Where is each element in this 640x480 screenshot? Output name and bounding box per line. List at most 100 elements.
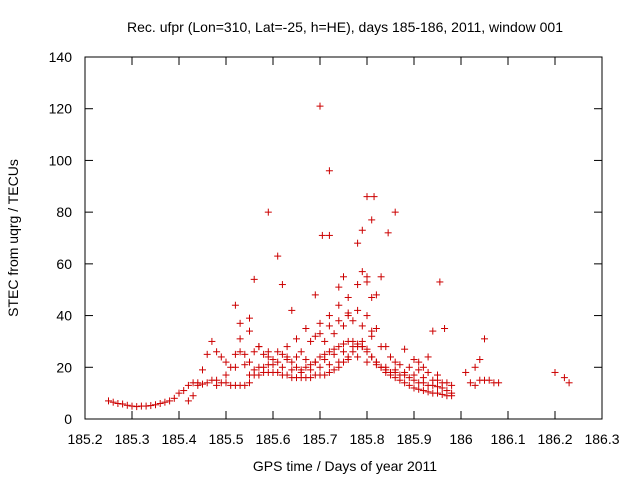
data-point <box>415 366 423 374</box>
data-point <box>311 291 319 299</box>
data-point <box>283 371 291 379</box>
data-point <box>321 356 329 364</box>
data-point <box>307 337 315 345</box>
x-tick-label: 185.3 <box>114 431 149 447</box>
y-tick-label: 0 <box>64 411 72 427</box>
plot-border <box>84 56 603 420</box>
data-point <box>391 366 399 374</box>
data-point <box>419 374 427 382</box>
data-point <box>161 398 169 406</box>
data-point <box>481 335 488 343</box>
data-point <box>495 379 503 387</box>
data-point <box>255 343 263 351</box>
data-point <box>246 371 253 379</box>
data-point <box>443 379 451 387</box>
data-point <box>142 402 150 410</box>
data-point <box>166 397 174 405</box>
data-point <box>330 330 338 338</box>
data-point <box>358 322 366 330</box>
data-point <box>105 397 112 405</box>
data-point <box>283 356 291 364</box>
data-point <box>217 353 225 361</box>
data-point <box>441 325 449 332</box>
data-point <box>335 343 343 351</box>
y-tick-label: 80 <box>56 204 72 220</box>
data-point <box>316 353 324 361</box>
data-point <box>481 376 488 384</box>
x-tick-label: 185.7 <box>302 431 337 447</box>
data-point <box>213 348 221 356</box>
data-point <box>358 226 366 234</box>
data-point <box>199 366 206 374</box>
x-tick-label: 186.3 <box>584 431 619 447</box>
data-point <box>293 335 300 343</box>
data-point <box>565 379 573 387</box>
data-point <box>443 387 451 395</box>
data-point <box>340 348 347 356</box>
data-point <box>260 350 268 358</box>
y-axis: 0 20 40 60 80 100 120 140 <box>49 49 602 427</box>
data-point <box>354 239 362 247</box>
data-point <box>255 363 263 371</box>
data-point <box>325 348 333 356</box>
data-point <box>344 293 352 301</box>
data-point <box>250 275 258 283</box>
data-point <box>325 231 333 239</box>
data-point <box>274 358 282 366</box>
data-point <box>231 363 239 371</box>
data-point <box>231 301 239 309</box>
y-tick-label: 100 <box>49 152 73 168</box>
data-point <box>236 348 244 356</box>
data-point <box>363 278 371 286</box>
data-point <box>354 281 362 289</box>
data-point <box>372 325 380 332</box>
data-point <box>241 381 249 389</box>
data-point <box>152 401 159 409</box>
x-axis-label: GPS time / Days of year 2011 <box>253 458 437 474</box>
data-point <box>434 383 441 391</box>
data-point <box>434 376 441 384</box>
x-tick-label: 185.8 <box>349 431 384 447</box>
data-point <box>401 379 409 387</box>
data-point <box>288 358 296 366</box>
data-point <box>410 356 418 364</box>
data-point <box>297 348 305 356</box>
data-point <box>424 368 432 376</box>
data-point <box>203 350 211 358</box>
data-point <box>316 319 324 327</box>
data-point <box>316 330 324 338</box>
data-point <box>335 358 343 366</box>
x-tick-label: 185.6 <box>255 431 290 447</box>
data-point <box>370 193 378 201</box>
data-point <box>278 281 286 289</box>
data-point <box>415 385 423 393</box>
data-point <box>415 358 423 366</box>
data-point <box>340 273 347 281</box>
data-point <box>382 343 390 351</box>
y-tick-label: 140 <box>49 49 73 65</box>
data-point <box>264 208 272 216</box>
data-point <box>316 102 324 110</box>
data-point <box>349 343 357 351</box>
data-point <box>354 340 362 348</box>
data-point <box>401 368 409 376</box>
data-point <box>372 291 380 299</box>
data-point <box>236 335 244 343</box>
data-point <box>311 332 319 340</box>
data-point <box>246 327 253 335</box>
data-point <box>354 353 362 361</box>
data-point <box>363 348 371 356</box>
data-point <box>318 231 326 239</box>
data-point <box>222 379 230 387</box>
data-point <box>330 350 338 358</box>
data-point <box>476 356 484 364</box>
data-point <box>340 340 347 348</box>
data-point <box>560 374 568 382</box>
data-point <box>358 337 366 345</box>
data-point <box>396 361 404 369</box>
x-tick-label: 186.1 <box>490 431 525 447</box>
data-point <box>170 394 178 402</box>
data-point <box>302 356 310 364</box>
data-point <box>340 322 347 330</box>
